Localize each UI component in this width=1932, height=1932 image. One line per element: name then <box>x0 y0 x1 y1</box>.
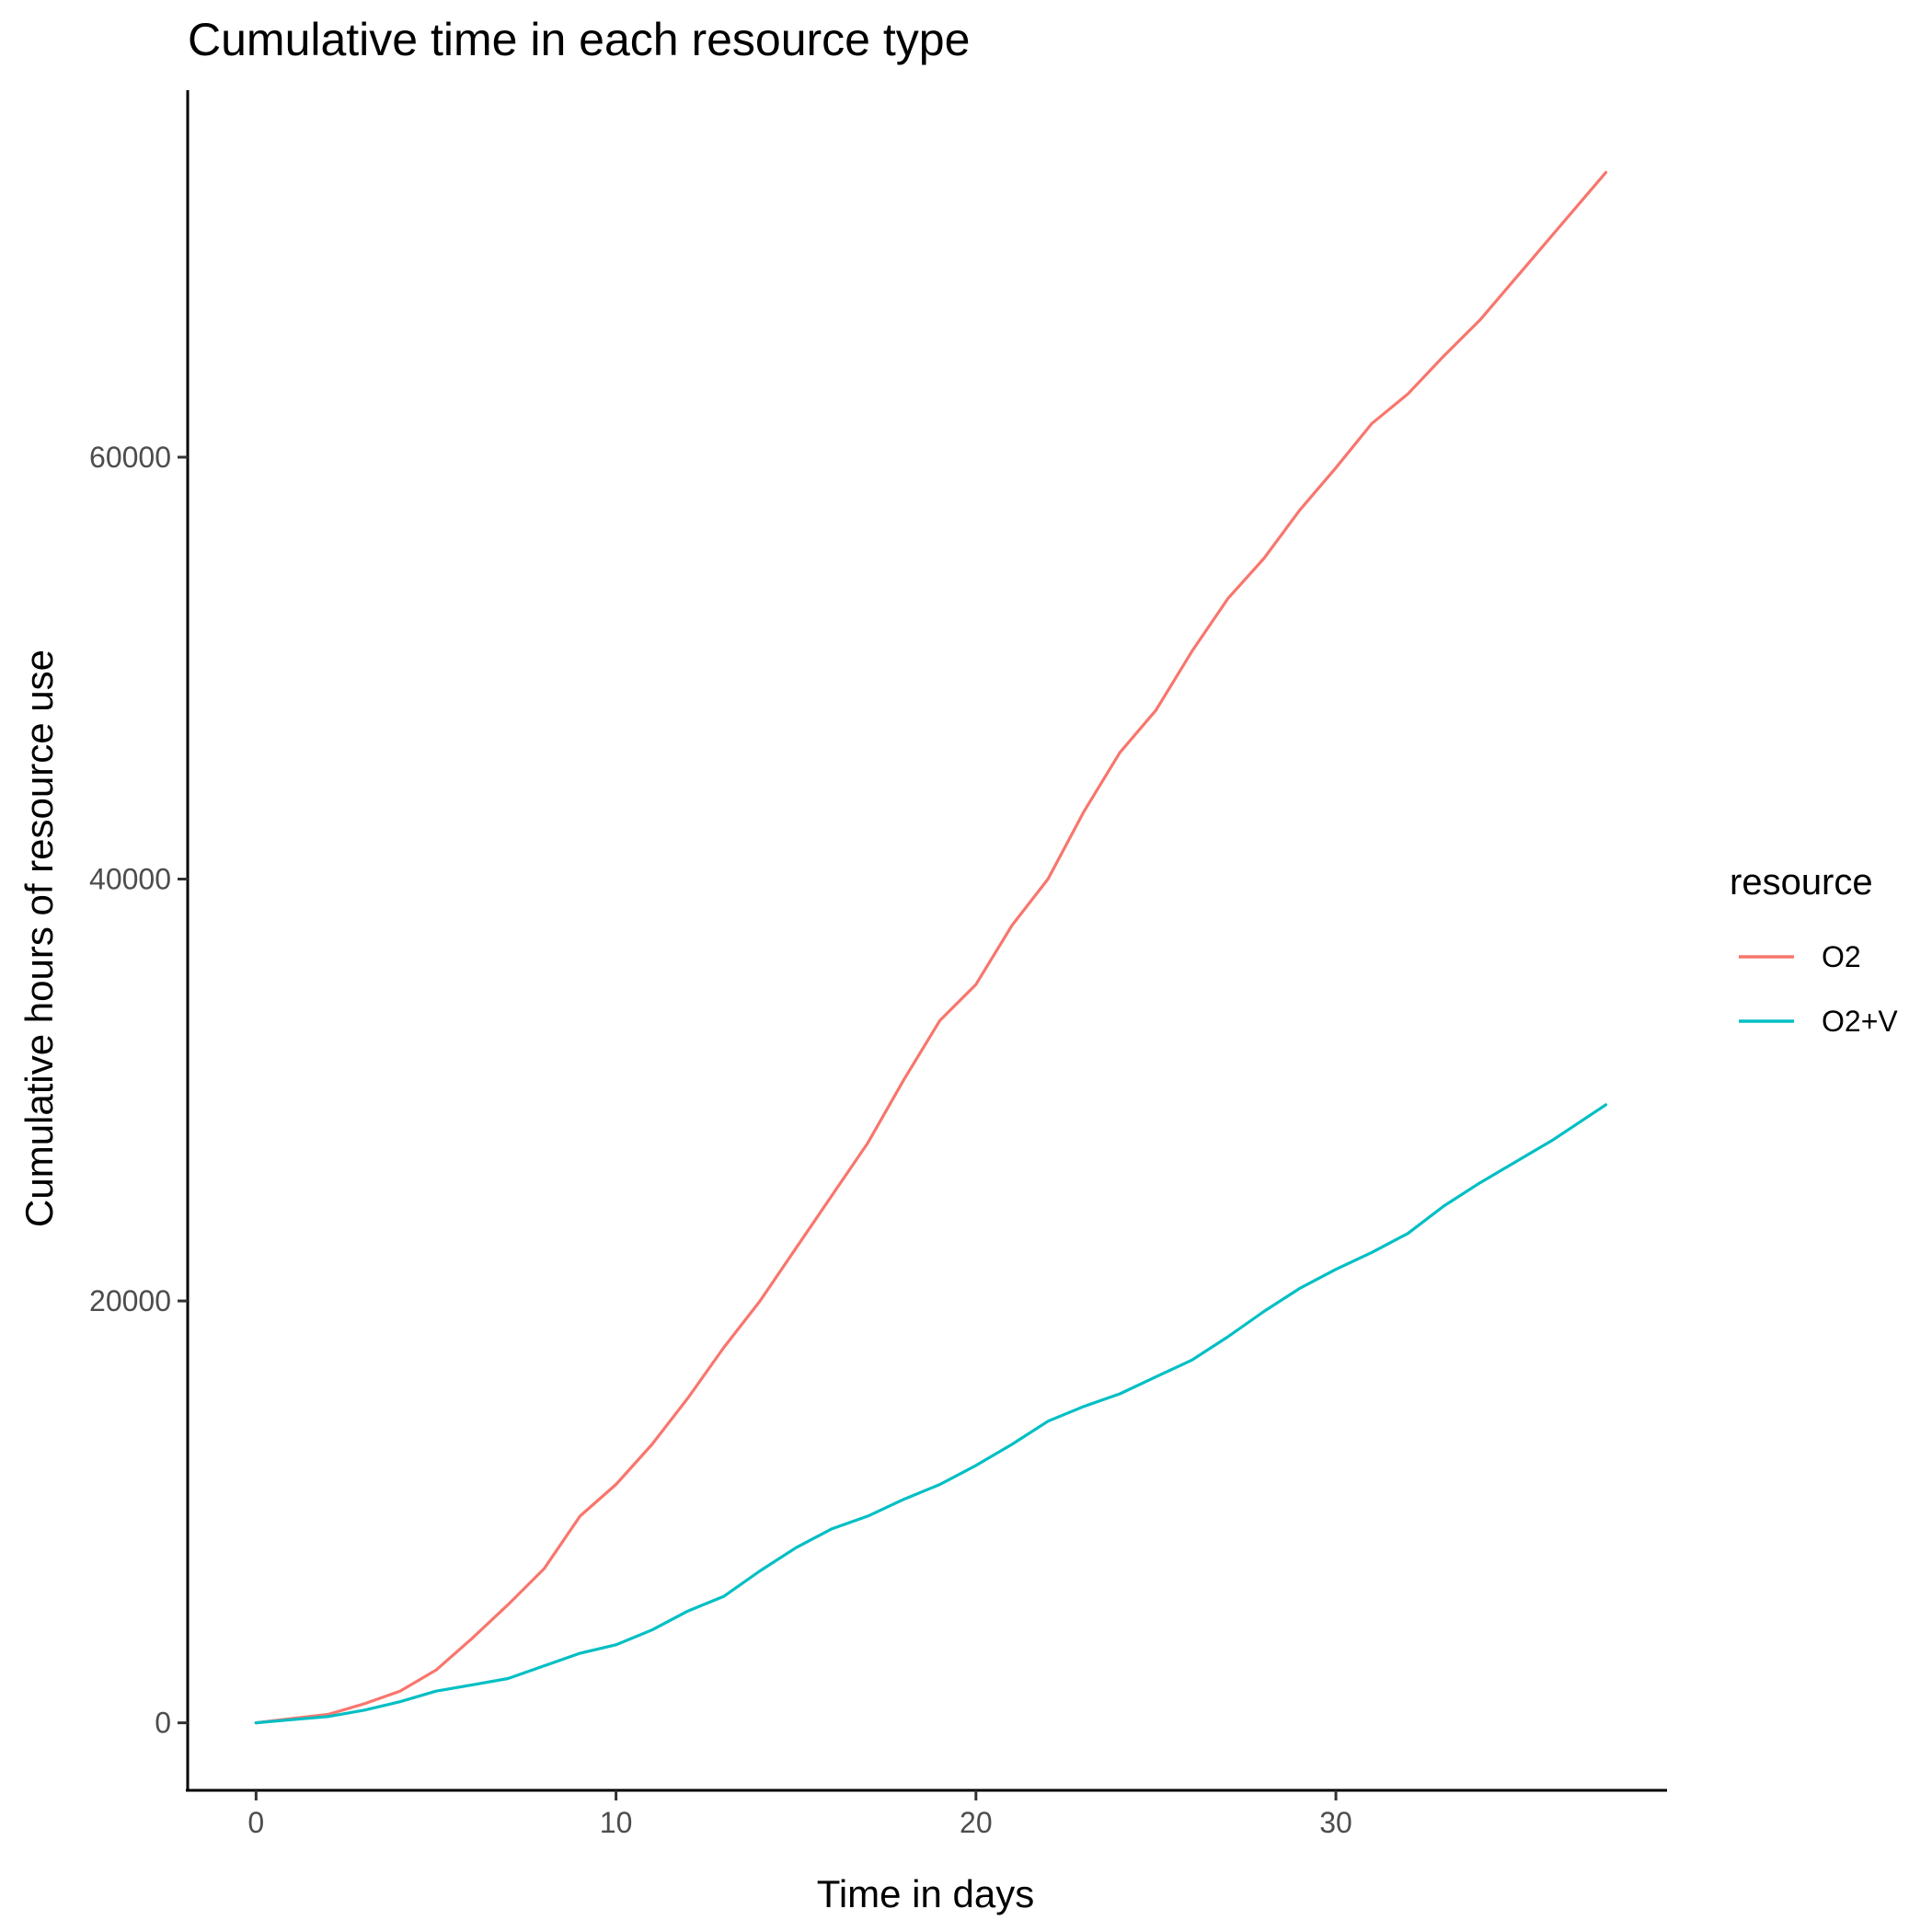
chart-title: Cumulative time in each resource type <box>188 14 970 65</box>
x-tick-label: 30 <box>1319 1806 1352 1839</box>
series-layer <box>254 170 1608 1725</box>
x-axis-title: Time in days <box>817 1872 1035 1915</box>
x-tick-label: 0 <box>247 1806 264 1839</box>
y-tick-label: 0 <box>155 1707 171 1740</box>
y-tick-label: 20000 <box>89 1284 171 1317</box>
legend-items: O2 O2+V <box>1739 940 1898 1038</box>
legend-label: O2 <box>1822 940 1861 973</box>
y-axis-ticks: 0 20000 40000 60000 <box>89 441 188 1740</box>
x-axis-ticks: 0 10 20 30 <box>247 1790 1352 1839</box>
x-tick-label: 20 <box>960 1806 993 1839</box>
series-line-o2-v <box>254 1103 1608 1725</box>
legend: resource O2 O2+V <box>1730 862 1898 1038</box>
y-axis-title: Cumulative hours of resource use <box>17 650 61 1227</box>
legend-label: O2+V <box>1822 1005 1898 1038</box>
series-line-o2 <box>254 170 1608 1725</box>
y-tick-label: 60000 <box>89 441 171 474</box>
x-tick-label: 10 <box>600 1806 633 1839</box>
legend-title: resource <box>1730 862 1873 903</box>
y-tick-label: 40000 <box>89 863 171 896</box>
